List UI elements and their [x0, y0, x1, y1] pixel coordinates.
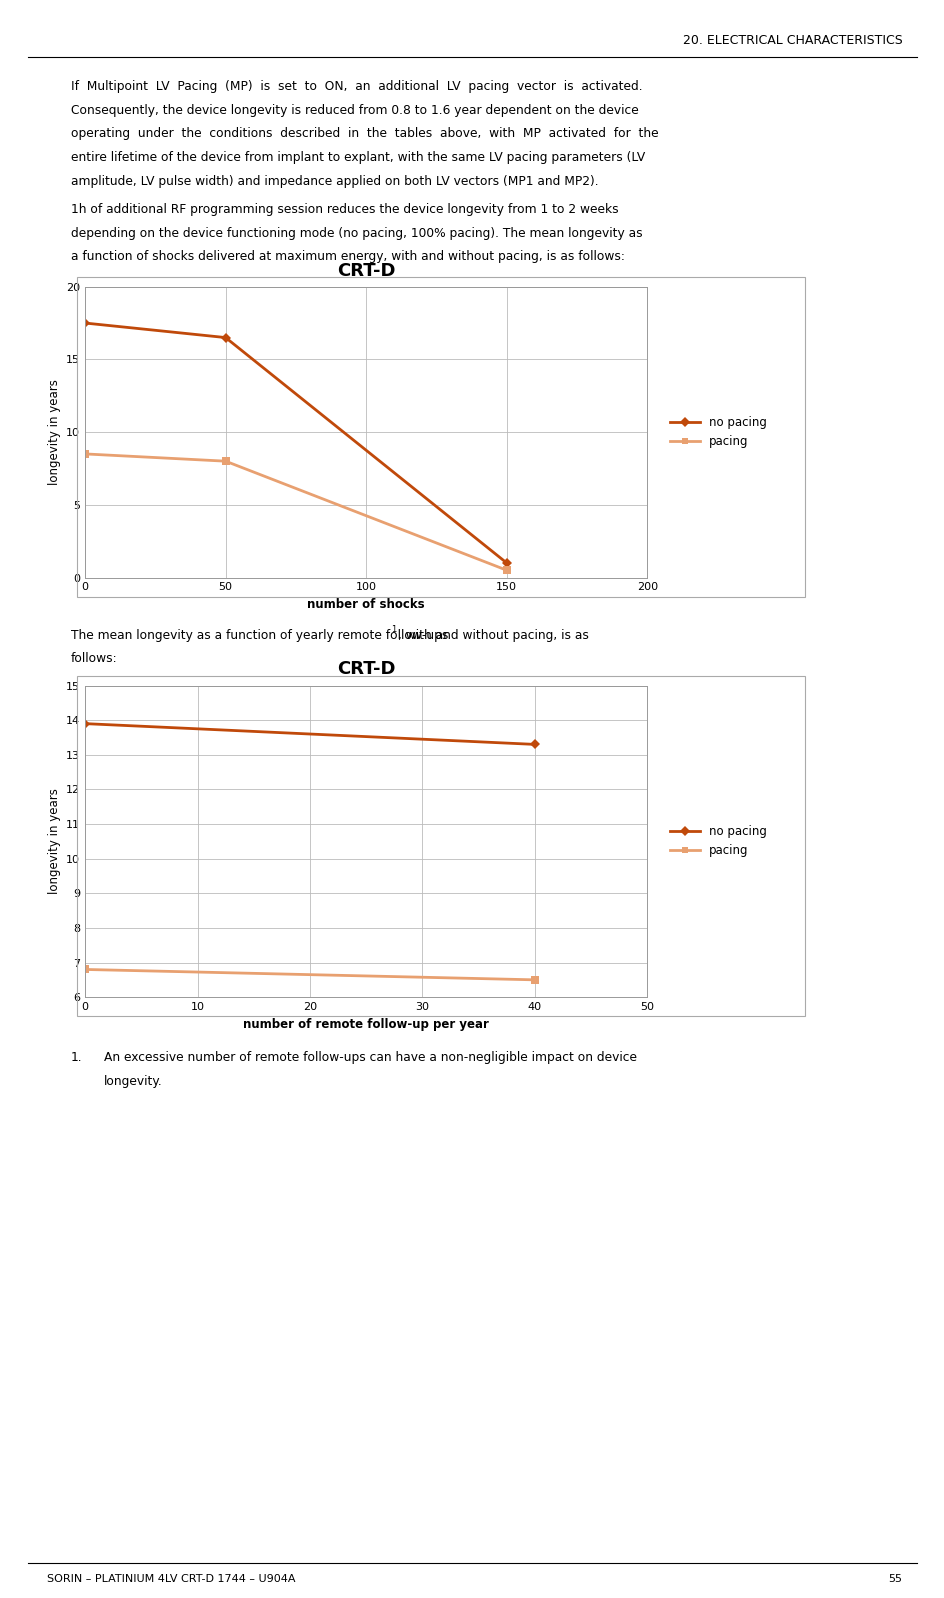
Text: depending on the device functioning mode (no pacing, 100% pacing). The mean long: depending on the device functioning mode… [71, 227, 642, 240]
Y-axis label: longevity in years: longevity in years [47, 788, 60, 895]
Text: 1.: 1. [71, 1051, 82, 1064]
Text: The mean longevity as a function of yearly remote follow-ups: The mean longevity as a function of year… [71, 628, 447, 642]
Text: Consequently, the device longevity is reduced from 0.8 to 1.6 year dependent on : Consequently, the device longevity is re… [71, 104, 638, 117]
Text: a function of shocks delivered at maximum energy, with and without pacing, is as: a function of shocks delivered at maximu… [71, 251, 624, 264]
Title: CRT-D: CRT-D [337, 262, 395, 280]
X-axis label: number of remote follow-up per year: number of remote follow-up per year [243, 1018, 489, 1031]
Text: 1h of additional RF programming session reduces the device longevity from 1 to 2: 1h of additional RF programming session … [71, 203, 617, 216]
Text: operating  under  the  conditions  described  in  the  tables  above,  with  MP : operating under the conditions described… [71, 128, 658, 141]
Text: , with and without pacing, is as: , with and without pacing, is as [397, 628, 588, 642]
Text: An excessive number of remote follow-ups can have a non-negligible impact on dev: An excessive number of remote follow-ups… [104, 1051, 636, 1064]
Text: If  Multipoint  LV  Pacing  (MP)  is  set  to  ON,  an  additional  LV  pacing  : If Multipoint LV Pacing (MP) is set to O… [71, 80, 642, 93]
Text: entire lifetime of the device from implant to explant, with the same LV pacing p: entire lifetime of the device from impla… [71, 150, 645, 165]
Legend: no pacing, pacing: no pacing, pacing [669, 415, 767, 447]
Legend: no pacing, pacing: no pacing, pacing [669, 826, 767, 857]
Text: amplitude, LV pulse width) and impedance applied on both LV vectors (MP1 and MP2: amplitude, LV pulse width) and impedance… [71, 174, 598, 187]
Text: longevity.: longevity. [104, 1075, 162, 1088]
Text: 1: 1 [391, 625, 396, 634]
Text: 20. ELECTRICAL CHARACTERISTICS: 20. ELECTRICAL CHARACTERISTICS [682, 34, 902, 46]
X-axis label: number of shocks: number of shocks [307, 598, 425, 610]
Text: 55: 55 [887, 1574, 902, 1584]
Title: CRT-D: CRT-D [337, 660, 395, 679]
Y-axis label: longevity in years: longevity in years [47, 379, 60, 486]
Text: follows:: follows: [71, 652, 117, 665]
Text: SORIN – PLATINIUM 4LV CRT-D 1744 – U904A: SORIN – PLATINIUM 4LV CRT-D 1744 – U904A [47, 1574, 295, 1584]
